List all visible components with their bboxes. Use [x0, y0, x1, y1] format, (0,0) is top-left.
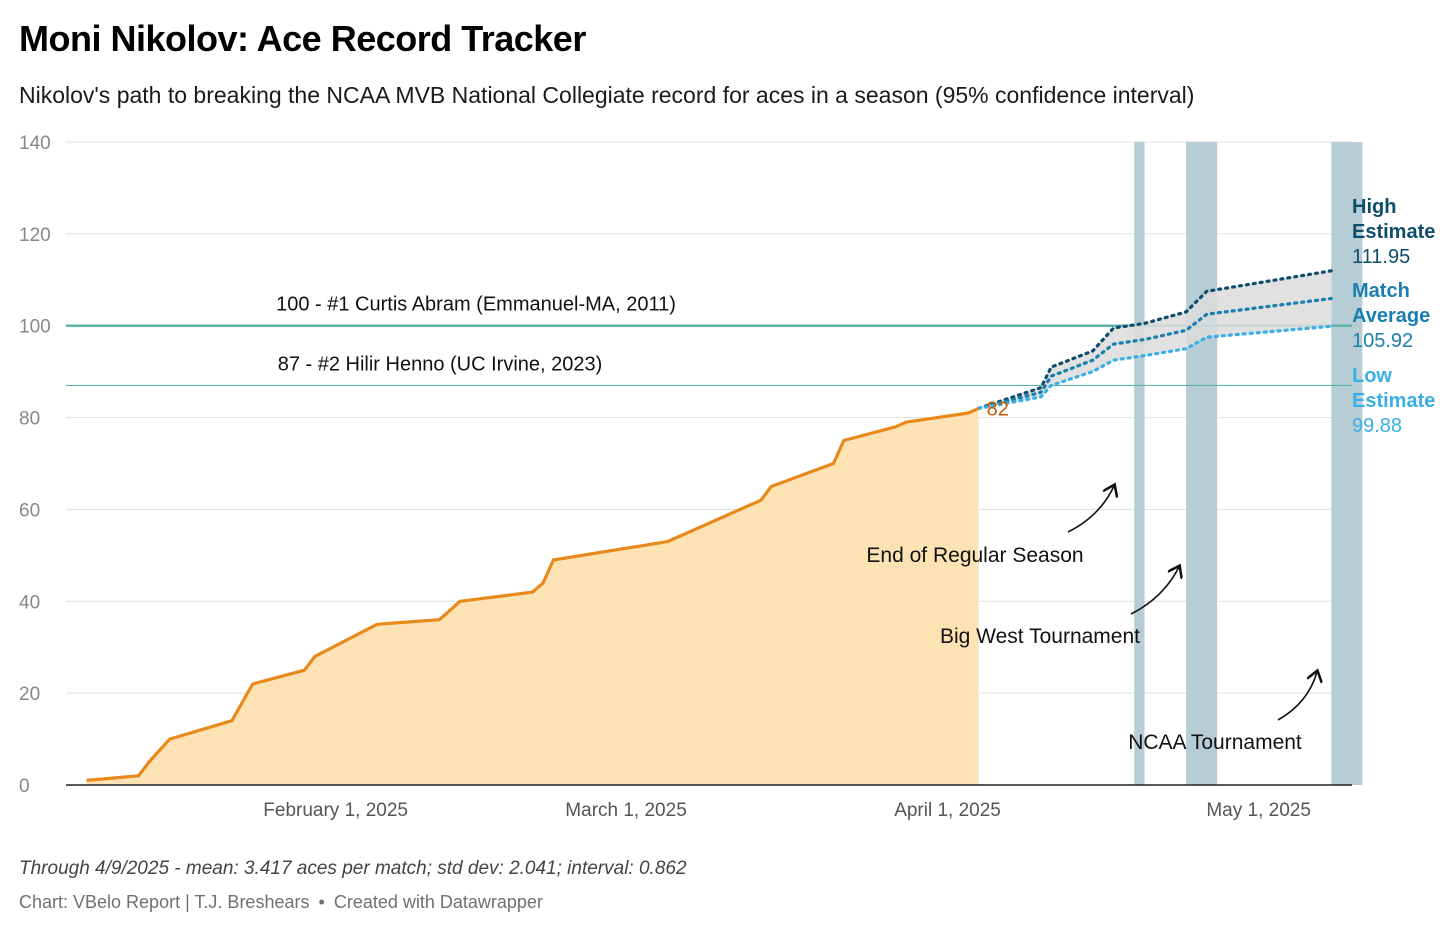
y-tick-label: 40 — [19, 592, 40, 613]
confidence-band — [978, 270, 1332, 409]
actual-area — [86, 408, 979, 785]
range-annotations: End of Regular Season Big West Tournament… — [866, 486, 1317, 754]
credit-separator: • — [318, 892, 325, 912]
credit-tool: Created with Datawrapper — [333, 892, 543, 912]
y-tick-label: 0 — [19, 776, 30, 797]
series-label-value: 111.95 — [1352, 246, 1410, 268]
series-label-value: 99.88 — [1352, 415, 1402, 437]
actual-line: 82 — [86, 398, 1009, 782]
series-label-name: High — [1352, 196, 1396, 218]
ace-record-chart: 100 - #1 Curtis Abram (Emmanuel-MA, 2011… — [19, 133, 1435, 821]
range-annotation-label: Big West Tournament — [940, 625, 1140, 648]
tournament-ranges — [1134, 142, 1363, 785]
series-label: High Estimate 111.95 — [1352, 196, 1435, 268]
projection-lines — [977, 269, 1333, 410]
range-annotation-label: End of Regular Season — [866, 544, 1083, 567]
record-reference-label: 100 - #1 Curtis Abram (Emmanuel-MA, 2011… — [276, 294, 676, 316]
series-labels: High Estimate 111.95 Match Average 105.92 Low E… — [1352, 196, 1435, 437]
projection-line — [977, 324, 1333, 410]
range-annotation-label: NCAA Tournament — [1128, 731, 1302, 754]
y-tick-label: 80 — [19, 409, 40, 430]
chart-credit: Chart: VBelo Report | T.J. Breshears • C… — [19, 892, 543, 913]
projection-line — [977, 296, 1333, 410]
y-tick-label: 100 — [19, 317, 51, 338]
y-tick-label: 60 — [19, 500, 40, 521]
chart-subtitle: Nikolov's path to breaking the NCAA MVB … — [19, 82, 1195, 108]
series-label-name: Average — [1352, 305, 1430, 327]
y-tick-label: 140 — [19, 133, 51, 154]
series-label-name: Estimate — [1352, 221, 1435, 243]
record-reference-label: 87 - #2 Hilir Henno (UC Irvine, 2023) — [278, 353, 603, 375]
actual-aces-area — [86, 408, 979, 785]
series-label-name: Estimate — [1352, 390, 1435, 412]
tournament-range-band — [1134, 142, 1145, 785]
chart-title: Moni Nikolov: Ace Record Tracker — [19, 18, 586, 59]
tournament-range-band — [1331, 142, 1363, 785]
credit-source: Chart: VBelo Report | T.J. Breshears — [19, 892, 310, 912]
x-tick-label: May 1, 2025 — [1206, 800, 1311, 821]
confidence-interval-band — [978, 270, 1332, 409]
series-label-value: 105.92 — [1352, 330, 1413, 352]
series-label-name: Low — [1352, 365, 1392, 387]
series-label: Low Estimate 99.88 — [1352, 365, 1435, 437]
x-tick-label: April 1, 2025 — [894, 800, 1001, 821]
tournament-range-band — [1186, 142, 1218, 785]
actual-aces-line — [86, 406, 980, 782]
x-tick-label: February 1, 2025 — [263, 800, 408, 821]
series-label: Match Average 105.92 — [1352, 280, 1430, 352]
annotation-arrow — [1130, 567, 1179, 615]
axes: 0 20 40 60 80 100 120 140 February 1, 2025 March … — [19, 133, 1352, 821]
annotation-arrow — [1277, 672, 1317, 721]
x-tick-label: March 1, 2025 — [565, 800, 686, 821]
actual-end-label: 82 — [987, 398, 1009, 420]
chart-note: Through 4/9/2025 - mean: 3.417 aces per … — [19, 858, 687, 879]
projection-line — [977, 269, 1333, 410]
y-tick-label: 120 — [19, 225, 51, 246]
series-label-name: Match — [1352, 280, 1410, 302]
y-tick-label: 20 — [19, 684, 40, 705]
annotation-arrow — [1067, 486, 1114, 533]
